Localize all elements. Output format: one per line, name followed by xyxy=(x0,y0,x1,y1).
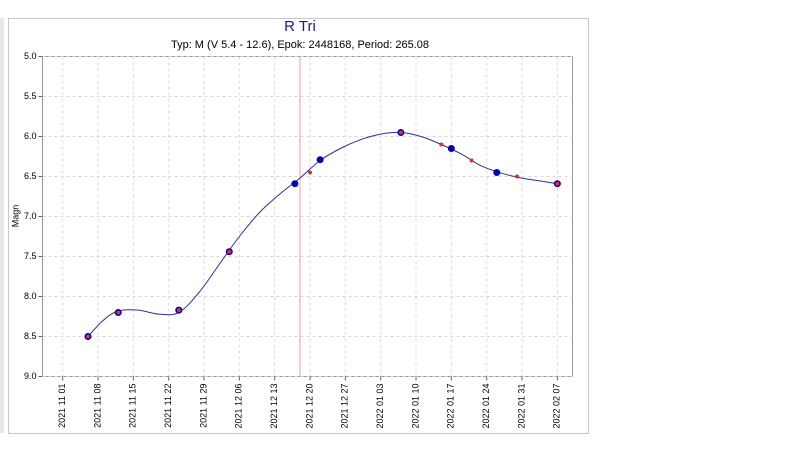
observation xyxy=(555,181,560,186)
observation xyxy=(439,142,444,147)
x-tick-label: 2021 11 22 xyxy=(163,384,173,428)
x-tick-label: 2022 01 10 xyxy=(410,384,420,429)
observation xyxy=(316,156,324,164)
x-tick-label: 2021 11 01 xyxy=(57,384,67,428)
observation xyxy=(469,158,474,163)
observation xyxy=(291,180,299,188)
x-tick-label: 2021 12 27 xyxy=(340,384,350,429)
y-tick-label: 5.5 xyxy=(24,91,37,101)
y-tick-label: 7.0 xyxy=(24,211,37,221)
x-tick-label: 2022 02 07 xyxy=(552,384,562,429)
observation xyxy=(493,169,501,176)
y-tick-label: 9.0 xyxy=(24,371,37,381)
chart-subtitle: Typ: M (V 5.4 - 12.6), Epok: 2448168, Pe… xyxy=(171,39,429,51)
side-edge xyxy=(0,18,4,433)
observation xyxy=(514,174,519,179)
chart-title: R Tri xyxy=(284,18,316,35)
observation xyxy=(308,170,313,175)
y-tick-label: 8.5 xyxy=(24,331,37,341)
y-tick-label: 7.5 xyxy=(24,251,37,261)
x-tick-label: 2021 11 15 xyxy=(128,384,138,428)
x-tick-label: 2022 01 03 xyxy=(375,384,385,429)
x-tick-label: 2022 01 24 xyxy=(481,384,491,429)
observation xyxy=(85,334,90,339)
x-tick-label: 2021 12 13 xyxy=(269,384,279,429)
y-tick-label: 6.5 xyxy=(24,171,37,181)
x-tick-label: 2022 01 31 xyxy=(516,384,526,429)
x-tick-label: 2021 11 29 xyxy=(198,384,208,428)
observation xyxy=(116,310,121,315)
x-tick-label: 2022 01 17 xyxy=(446,384,456,429)
x-tick-label: 2021 11 08 xyxy=(92,384,102,428)
observation xyxy=(227,249,232,254)
y-tick-label: 6.0 xyxy=(24,131,37,141)
observation xyxy=(447,145,455,152)
y-tick-label: 5.0 xyxy=(24,51,37,61)
x-tick-label: 2021 12 06 xyxy=(234,384,244,429)
observation xyxy=(176,308,181,313)
x-tick-label: 2021 12 20 xyxy=(304,384,314,429)
y-axis-label: Magn xyxy=(10,205,20,228)
y-tick-label: 8.0 xyxy=(24,291,37,301)
observation xyxy=(398,130,403,135)
